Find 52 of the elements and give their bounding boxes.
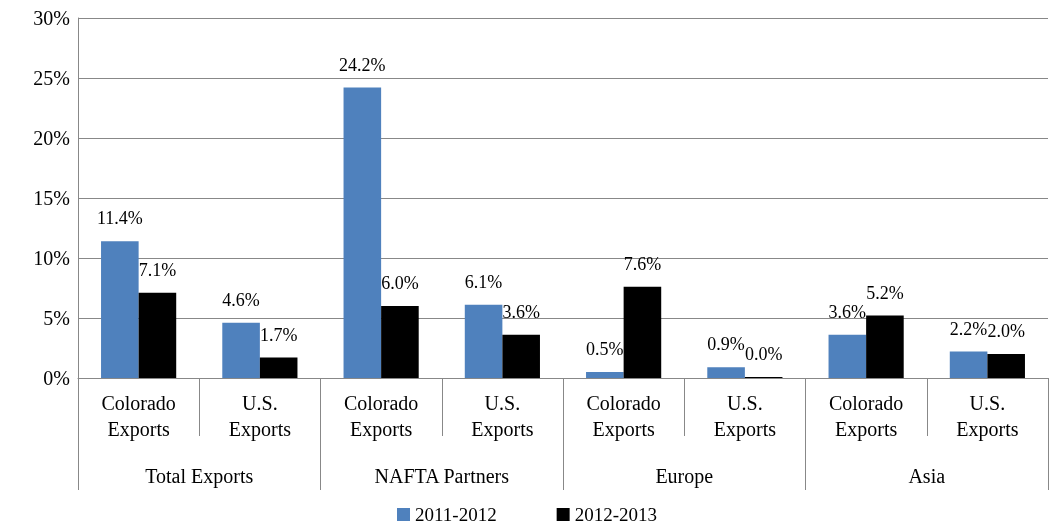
data-label: 0.5% bbox=[586, 339, 624, 359]
x-tick-label: Colorado Exports bbox=[586, 392, 661, 441]
x-tick-label: U.S. Exports bbox=[228, 392, 292, 441]
bar bbox=[222, 322, 260, 378]
x-tick-label: Colorado Exports bbox=[828, 392, 904, 441]
data-label: 5.2% bbox=[866, 282, 904, 303]
bar bbox=[502, 334, 540, 378]
x-tick-label: Colorado Exports bbox=[101, 392, 176, 441]
y-tick-label: 10% bbox=[33, 247, 70, 269]
text: NAFTA Partners bbox=[374, 465, 510, 487]
bar bbox=[381, 306, 419, 378]
data-label: 2.2% bbox=[949, 318, 988, 339]
data-label: 1.7% bbox=[259, 324, 298, 345]
bar bbox=[586, 372, 624, 378]
x-tick-label: U.S. Exports bbox=[713, 392, 777, 441]
bar bbox=[343, 87, 382, 378]
data-label: 7.6% bbox=[623, 253, 662, 274]
y-tick-label: 25% bbox=[33, 67, 70, 89]
y-tick-label: 15% bbox=[33, 187, 70, 209]
y-tick-label: 0% bbox=[43, 367, 70, 389]
bar bbox=[866, 315, 904, 378]
bar bbox=[138, 292, 177, 378]
y-tick-label: 20% bbox=[33, 127, 70, 149]
text: Total Exports bbox=[145, 465, 254, 488]
text: Asia bbox=[908, 465, 946, 487]
bar bbox=[464, 304, 503, 378]
bar bbox=[101, 241, 139, 378]
y-tick-label: 5% bbox=[43, 307, 70, 329]
data-label: 6.1% bbox=[464, 271, 503, 292]
text: Europe bbox=[655, 465, 714, 488]
bar bbox=[707, 367, 745, 378]
data-label: 3.6% bbox=[828, 301, 867, 322]
data-label: 2.0% bbox=[987, 321, 1025, 341]
data-label: 4.6% bbox=[222, 289, 260, 310]
x-tick-label: U.S. Exports bbox=[471, 392, 534, 441]
data-label: 11.4% bbox=[96, 208, 143, 229]
bar bbox=[828, 334, 867, 378]
data-label: 6.0% bbox=[381, 273, 419, 293]
bar bbox=[623, 286, 662, 378]
data-label: 0.0% bbox=[744, 344, 783, 364]
data-label: 7.1% bbox=[138, 259, 177, 280]
data-label: 3.6% bbox=[502, 301, 540, 322]
data-label: 24.2% bbox=[339, 54, 386, 75]
legend-label: 2012-2013 bbox=[574, 504, 657, 525]
y-tick-label: 30% bbox=[33, 7, 70, 29]
x-tick-label: Colorado Exports bbox=[343, 392, 419, 441]
x-tick-label: U.S. Exports bbox=[956, 392, 1019, 441]
legend-label: 2011-2012 bbox=[415, 504, 497, 525]
data-label: 0.9% bbox=[707, 334, 745, 355]
bar bbox=[259, 357, 298, 378]
bar bbox=[949, 351, 988, 378]
bar bbox=[987, 354, 1025, 378]
